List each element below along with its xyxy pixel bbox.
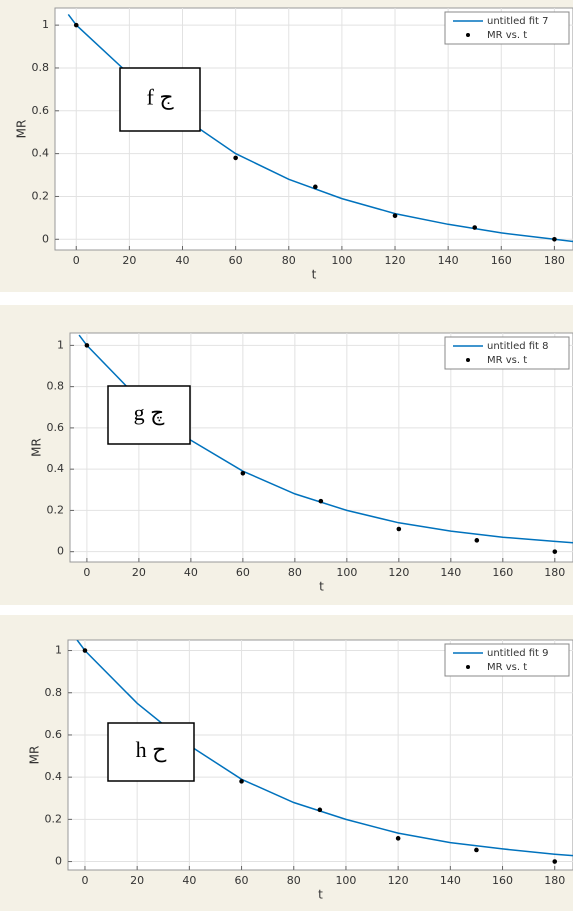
x-tick-label: 100	[335, 874, 356, 887]
y-tick-label: 0.8	[45, 686, 63, 699]
data-point	[552, 859, 558, 864]
legend-label: MR vs. t	[487, 30, 527, 41]
x-tick-label: 40	[176, 254, 190, 267]
x-tick-label: 120	[388, 566, 409, 579]
data-point	[392, 213, 398, 219]
x-tick-label: 0	[83, 566, 90, 579]
data-point	[313, 184, 318, 190]
x-tick-label: 40	[184, 566, 198, 579]
data-point	[474, 847, 479, 853]
x-tick-label: 160	[491, 254, 512, 267]
x-tick-label: 120	[385, 254, 406, 267]
data-point	[84, 343, 90, 348]
y-tick-label: 0.8	[32, 61, 50, 74]
legend-marker	[466, 665, 470, 669]
x-tick-label: 80	[288, 566, 302, 579]
data-point	[552, 236, 557, 242]
legend-label: untitled fit 9	[487, 648, 549, 659]
x-tick-label: 100	[331, 254, 352, 267]
y-tick-label: 0.2	[32, 189, 50, 202]
y-axis-label: MR	[30, 438, 44, 457]
legend-box	[444, 643, 570, 677]
data-point	[474, 538, 480, 543]
x-tick-label: 100	[336, 566, 357, 579]
chart: 0 20 40 60 80 100 120 140 160 180 0 0.2 0.4 0.6 0.8 1 t M…	[0, 615, 573, 911]
data-point	[240, 470, 246, 476]
x-tick-label: 180	[544, 874, 565, 887]
x-tick-label: 40	[182, 874, 196, 887]
y-tick-label: 0.4	[32, 147, 50, 160]
y-tick-label: 0.2	[45, 812, 63, 825]
y-tick-label: 1	[42, 18, 49, 31]
legend-box	[444, 11, 570, 45]
data-point	[82, 648, 88, 653]
y-tick-label: 0.4	[47, 462, 65, 475]
data-point	[318, 498, 324, 504]
legend-label: MR vs. t	[487, 355, 527, 366]
plot-area	[69, 332, 573, 563]
x-tick-label: 60	[236, 566, 250, 579]
annotation: g چ	[134, 400, 166, 426]
annotation-box	[107, 722, 195, 782]
x-tick-label: 140	[438, 254, 459, 267]
y-axis-label: MR	[28, 746, 42, 765]
chart: 0 20 40 60 80 100 120 140 160 180 0 0.2 0.4 0.6 0.8 1 t M…	[0, 305, 573, 605]
legend-marker	[466, 33, 470, 37]
y-tick-label: 0.6	[32, 104, 50, 117]
x-tick-label: 20	[122, 254, 136, 267]
y-tick-label: 1	[57, 338, 64, 351]
legend-label: MR vs. t	[487, 662, 527, 673]
legend-marker	[466, 358, 470, 362]
data-point	[73, 22, 79, 28]
data-point	[472, 225, 478, 230]
x-tick-label: 180	[544, 566, 565, 579]
data-point	[233, 155, 238, 161]
x-tick-label: 80	[287, 874, 301, 887]
y-tick-label: 0.2	[47, 503, 65, 516]
legend-label: untitled fit 7	[487, 16, 549, 27]
y-tick-label: 0	[42, 232, 49, 245]
x-tick-label: 60	[235, 874, 249, 887]
y-tick-label: 0.6	[47, 421, 65, 434]
x-tick-label: 20	[132, 566, 146, 579]
x-tick-label: 80	[282, 254, 296, 267]
x-tick-label: 140	[440, 874, 461, 887]
legend-label: untitled fit 8	[487, 341, 549, 352]
data-point	[396, 526, 402, 532]
x-axis-label: t	[319, 580, 324, 594]
data-point	[395, 836, 401, 841]
x-tick-label: 180	[544, 254, 565, 267]
y-tick-label: 0	[55, 855, 62, 868]
x-axis-label: t	[318, 888, 323, 902]
x-tick-label: 0	[81, 874, 88, 887]
y-tick-label: 0	[57, 545, 64, 558]
x-tick-label: 0	[73, 254, 80, 267]
annotation-box	[119, 67, 201, 132]
y-tick-label: 1	[55, 644, 62, 657]
annotation: f ج	[146, 85, 174, 111]
data-point	[317, 807, 323, 813]
y-axis-label: MR	[15, 120, 29, 139]
annotation-box	[107, 385, 191, 445]
x-axis-label: t	[312, 268, 317, 282]
x-tick-label: 160	[492, 566, 513, 579]
data-point	[552, 549, 558, 554]
y-tick-label: 0.4	[45, 770, 63, 783]
x-tick-label: 60	[229, 254, 243, 267]
y-tick-label: 0.6	[45, 728, 63, 741]
y-tick-label: 0.8	[47, 380, 65, 393]
x-tick-label: 120	[388, 874, 409, 887]
x-tick-label: 160	[492, 874, 513, 887]
annotation: h ح	[136, 737, 168, 763]
chart: 0 20 40 60 80 100 120 140 160 180 0 0.2 0.4 0.6 0.8 1 t M…	[0, 0, 573, 292]
x-tick-label: 140	[440, 566, 461, 579]
x-tick-label: 20	[130, 874, 144, 887]
legend-box	[444, 336, 570, 370]
data-point	[239, 779, 244, 784]
